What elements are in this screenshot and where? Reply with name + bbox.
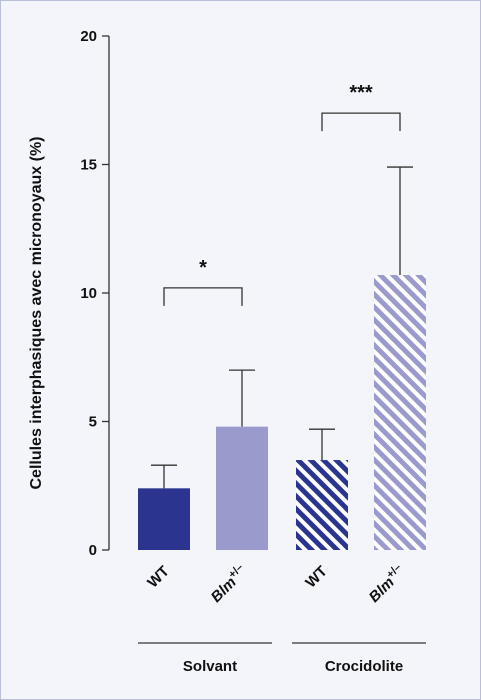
significance-label: * <box>199 257 207 279</box>
bar <box>216 426 268 550</box>
y-tick-label: 5 <box>89 414 97 431</box>
bar <box>374 275 426 550</box>
y-tick-label: 0 <box>89 542 97 559</box>
significance-bracket <box>163 287 243 306</box>
bar <box>296 460 348 550</box>
x-category-label: Blm+/– <box>206 561 251 606</box>
x-category-text: WT <box>144 563 173 592</box>
x-category-label: Blm+/– <box>364 561 409 606</box>
x-category-text: WT <box>302 563 331 592</box>
significance-bracket <box>321 112 401 132</box>
bar <box>138 488 190 550</box>
group-label: Solvant <box>183 658 237 675</box>
group-label: Crocidolite <box>325 658 403 675</box>
x-category-label: WT <box>302 563 331 592</box>
y-tick-label: 10 <box>80 285 97 302</box>
y-tick-label: 15 <box>80 157 97 174</box>
significance-label: *** <box>349 82 373 104</box>
y-tick-label: 20 <box>80 28 97 45</box>
x-category-label: WT <box>144 563 173 592</box>
y-axis-title: Cellules interphasiques avec micronoyaux… <box>28 136 45 489</box>
